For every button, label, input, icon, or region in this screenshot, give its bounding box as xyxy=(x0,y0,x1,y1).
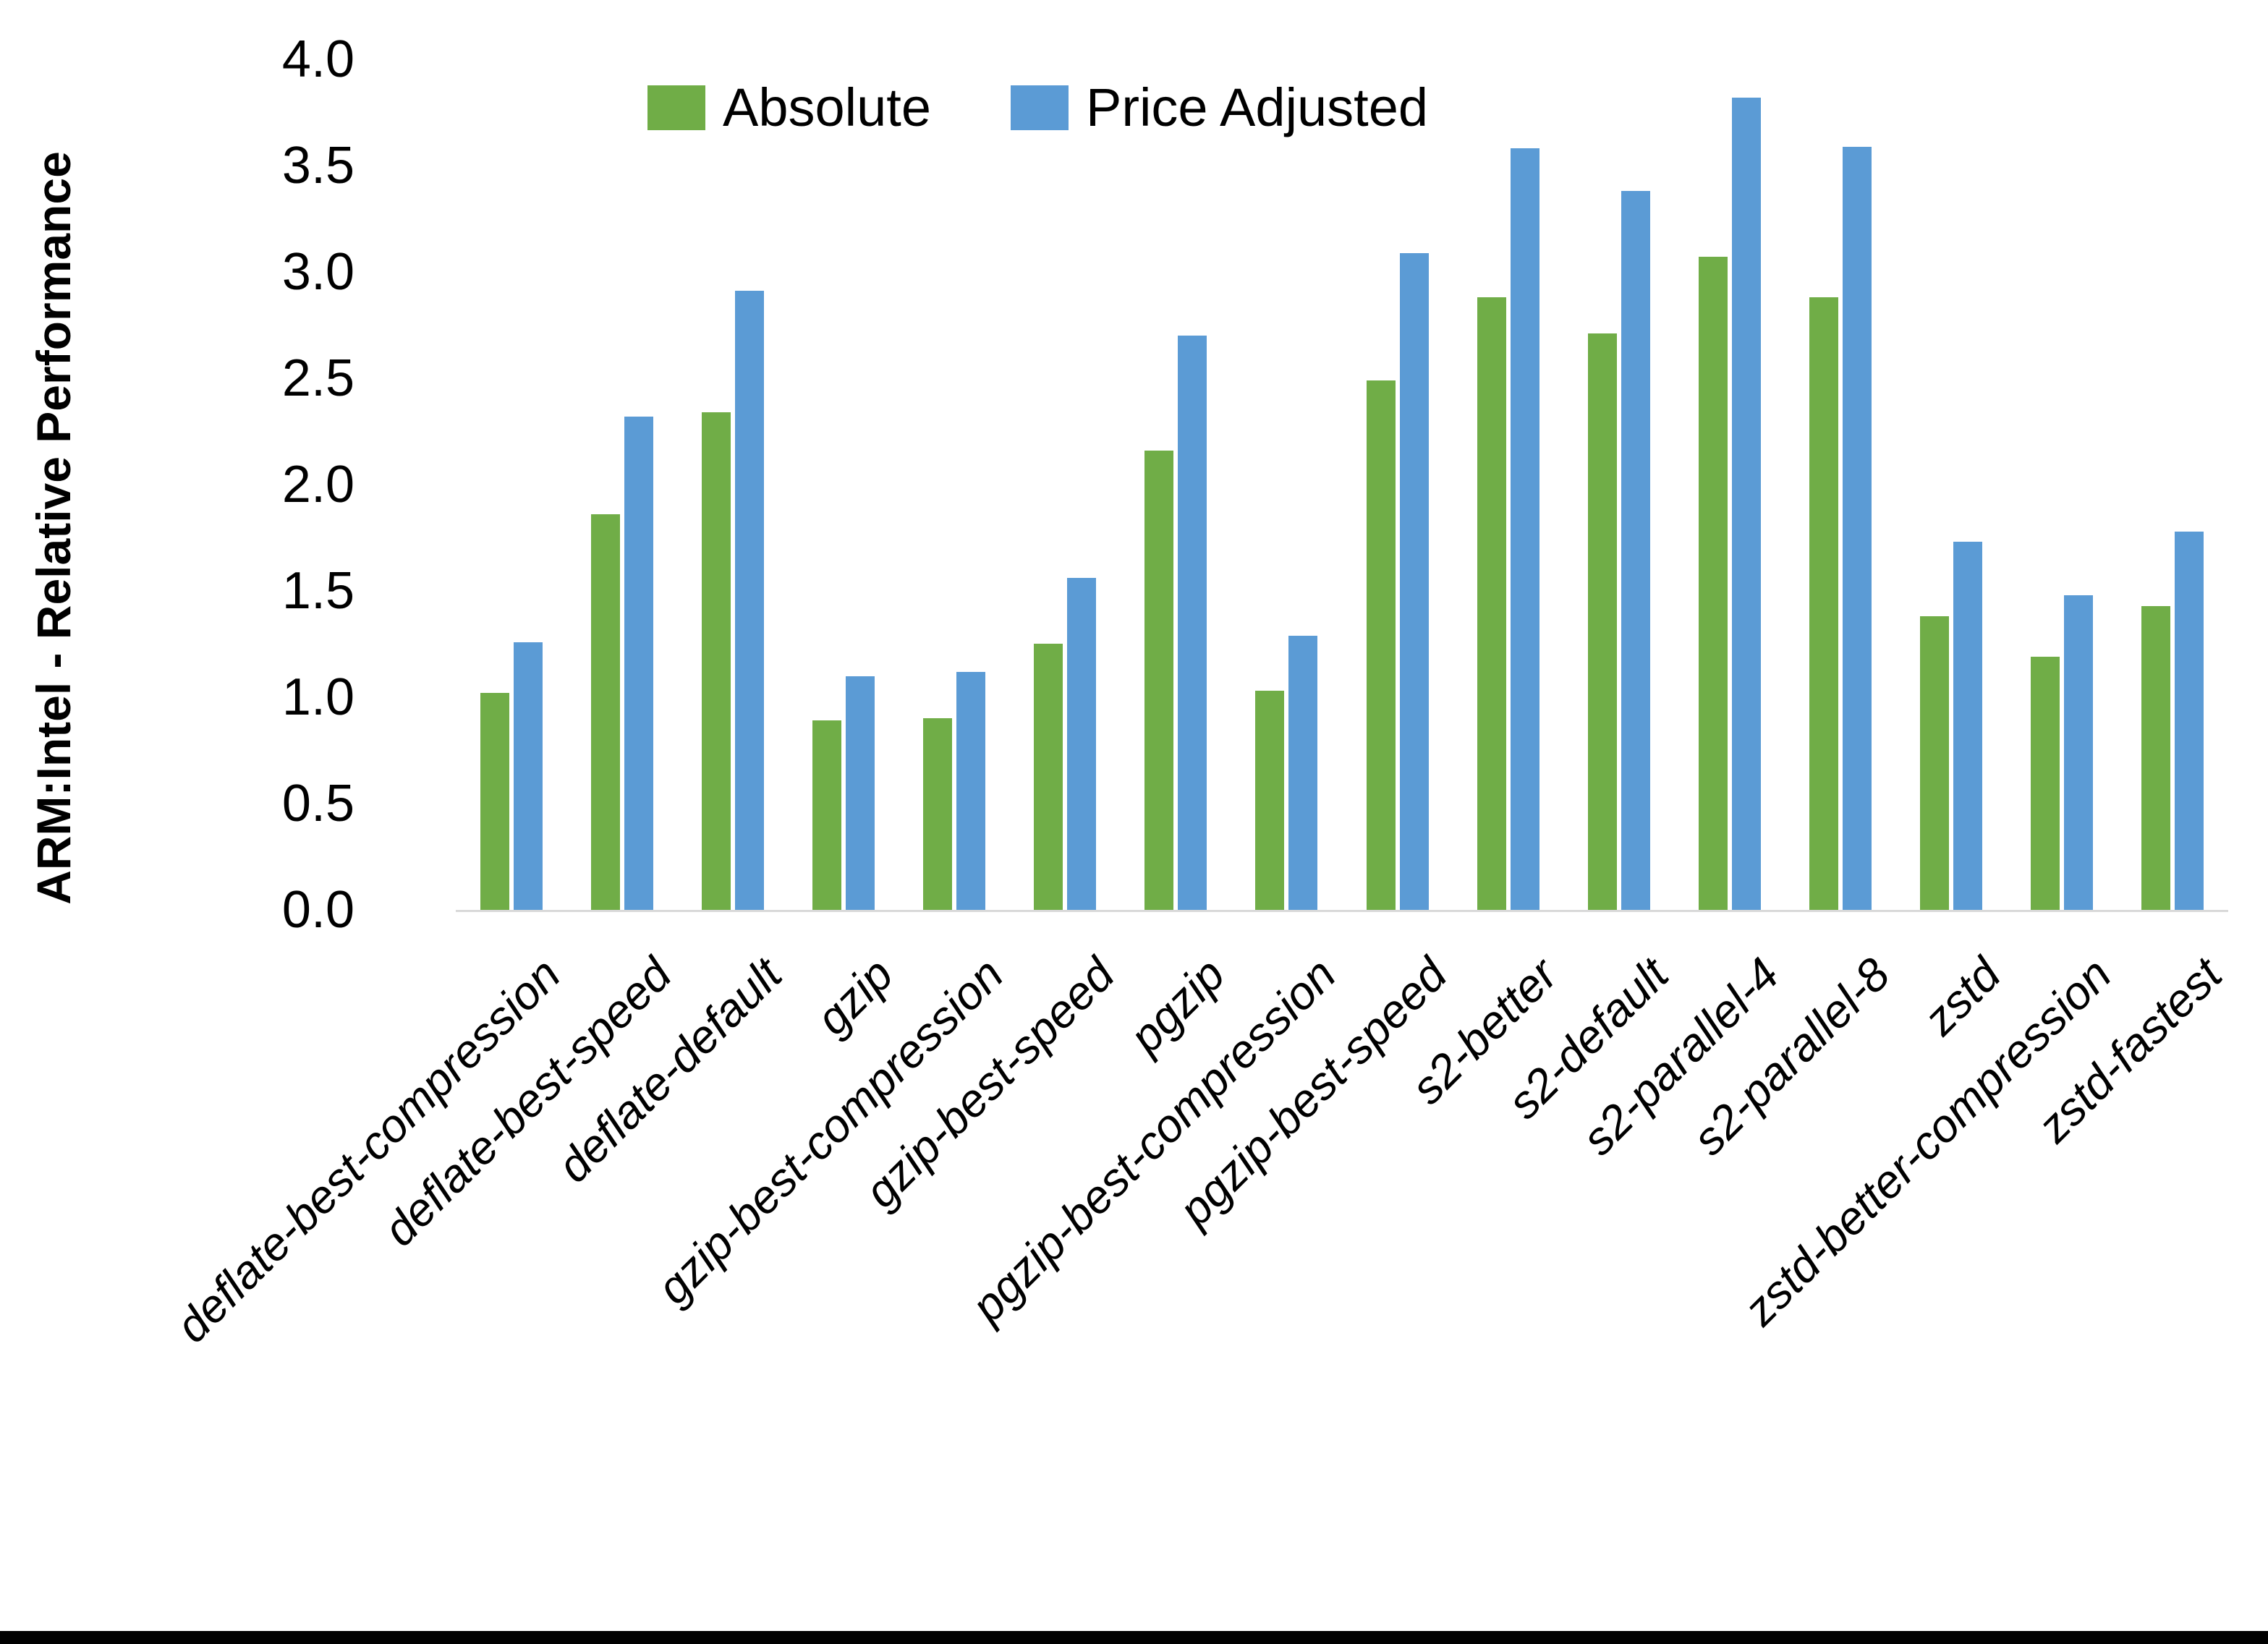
bar-price-adjusted-pgzip-best-compression xyxy=(1288,636,1317,910)
legend-item-absolute: Absolute xyxy=(647,81,931,135)
plot-area xyxy=(456,59,2228,912)
bar-price-adjusted-deflate-best-compression xyxy=(514,642,543,910)
y-tick-label: 0.0 xyxy=(281,881,354,939)
y-tick-label: 2.0 xyxy=(281,456,354,514)
legend-item-price-adjusted: Price Adjusted xyxy=(1010,77,1429,137)
bar-absolute-s2-better xyxy=(1477,297,1506,910)
bar-absolute-gzip-best-compression xyxy=(923,718,952,910)
y-tick-label: 4.0 xyxy=(281,30,354,88)
bar-price-adjusted-zstd xyxy=(1953,542,1982,910)
bottom-border-bar xyxy=(0,1631,2268,1644)
legend: Absolute Price Adjusted xyxy=(647,81,1428,135)
y-axis-title-text: ARM:Intel - Relative Performance xyxy=(27,151,81,905)
bar-absolute-gzip xyxy=(812,720,841,910)
bar-absolute-deflate-best-speed xyxy=(591,514,620,910)
bar-absolute-zstd-better-compression xyxy=(2031,657,2060,910)
y-tick-label: 0.5 xyxy=(281,775,354,832)
legend-label-absolute: Absolute xyxy=(723,77,931,137)
bar-absolute-deflate-best-compression xyxy=(480,693,509,910)
bar-price-adjusted-gzip-best-speed xyxy=(1067,578,1096,910)
bar-price-adjusted-pgzip xyxy=(1178,336,1207,910)
y-tick-label: 2.5 xyxy=(281,349,354,407)
legend-swatch-price-adjusted xyxy=(1010,85,1069,130)
bar-absolute-zstd-fastest xyxy=(2141,606,2170,910)
y-axis-title: ARM:Intel - Relative Performance xyxy=(10,58,97,998)
legend-swatch-absolute xyxy=(647,85,705,130)
x-axis-label-zstd: zstd xyxy=(1913,947,2010,1045)
bar-price-adjusted-zstd-better-compression xyxy=(2064,595,2093,910)
bar-absolute-zstd xyxy=(1920,616,1949,910)
bar-price-adjusted-s2-better xyxy=(1511,148,1539,910)
y-tick-label: 1.5 xyxy=(281,562,354,620)
bar-absolute-deflate-default xyxy=(702,412,731,910)
bar-absolute-pgzip-best-speed xyxy=(1367,380,1396,910)
bar-price-adjusted-s2-parallel-8 xyxy=(1843,147,1872,910)
y-tick-label: 3.0 xyxy=(281,243,354,301)
y-tick-label: 1.0 xyxy=(281,668,354,726)
bar-price-adjusted-gzip xyxy=(846,676,875,910)
bar-price-adjusted-s2-default xyxy=(1621,191,1650,910)
x-axis-label-gzip: gzip xyxy=(805,947,903,1045)
bar-absolute-s2-parallel-4 xyxy=(1699,257,1728,910)
bar-absolute-gzip-best-speed xyxy=(1034,644,1063,910)
bar-price-adjusted-zstd-fastest xyxy=(2175,532,2204,910)
y-tick-label: 3.5 xyxy=(281,137,354,195)
bar-price-adjusted-gzip-best-compression xyxy=(956,672,985,910)
bar-price-adjusted-deflate-best-speed xyxy=(624,417,653,910)
bar-absolute-s2-parallel-8 xyxy=(1809,297,1838,910)
bar-absolute-s2-default xyxy=(1588,333,1617,910)
bar-price-adjusted-deflate-default xyxy=(735,291,764,910)
bar-absolute-pgzip-best-compression xyxy=(1255,691,1284,910)
legend-label-price-adjusted: Price Adjusted xyxy=(1085,77,1429,137)
bar-absolute-pgzip xyxy=(1144,451,1173,910)
bar-price-adjusted-s2-parallel-4 xyxy=(1732,98,1761,910)
bar-price-adjusted-pgzip-best-speed xyxy=(1400,253,1429,910)
